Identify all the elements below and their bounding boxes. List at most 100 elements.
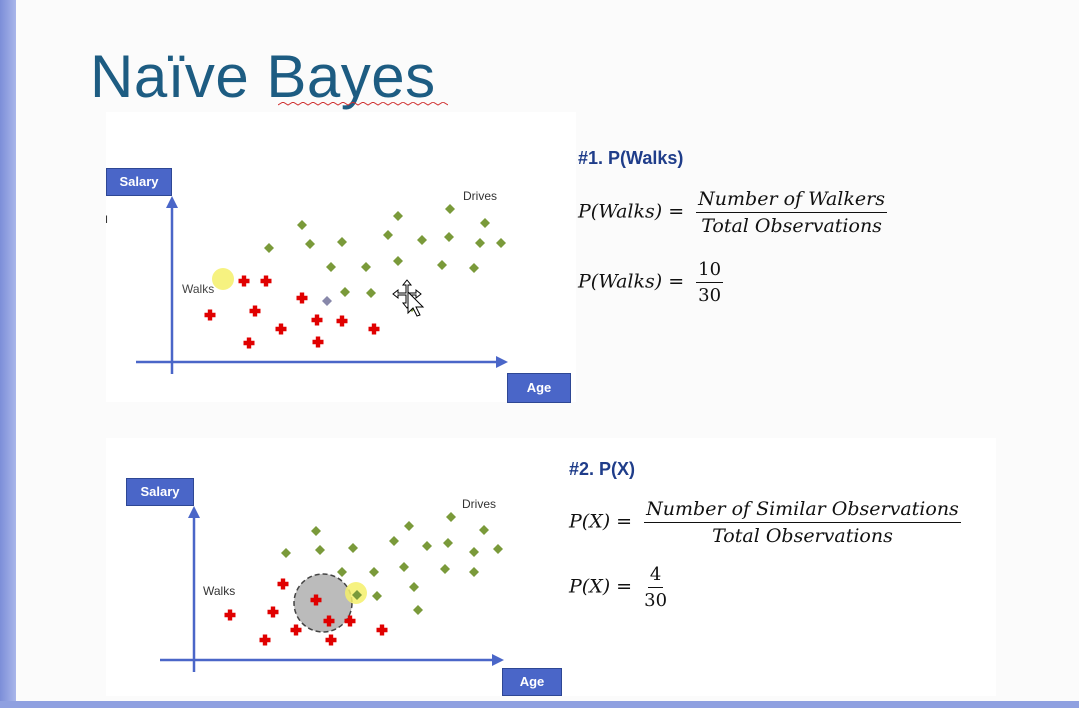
step2-numerator: Number of Similar Observations [644,498,961,523]
drives-point [366,288,376,298]
walks-point [296,292,308,304]
top-walks-label: Walks [182,282,215,296]
drives-point [446,512,456,522]
drives-point [369,567,379,577]
walks-point [224,609,236,621]
step2-heading: #2. P(X) [569,459,636,479]
drives-point [315,545,325,555]
slide-title: Naïve Bayes [90,43,436,110]
drives-point [399,562,409,572]
drives-point [264,243,274,253]
drives-point [404,521,414,531]
walks-point [323,615,335,627]
drives-point [348,543,358,553]
walks-point [310,594,322,606]
bottom-x-axis-arrow [492,654,504,666]
drives-point [496,238,506,248]
step1-value-denominator: 30 [698,285,722,306]
drives-point [422,541,432,551]
step1-lhs2: P(Walks) = [578,270,685,293]
drives-point [337,237,347,247]
walks-point [312,336,324,348]
bottom-chart-panel [106,438,996,696]
step1-heading: #1. P(Walks) [578,148,684,168]
step2-equation: P(X) = Number of Similar Observations To… [569,498,961,547]
drives-point [393,256,403,266]
walks-point [344,615,356,627]
drives-point [437,260,447,270]
step1-value-fraction: 10 30 [696,259,724,306]
drives-point [469,547,479,557]
spellcheck-underline [278,102,448,106]
drives-point [389,536,399,546]
step2-value-numerator: 4 [647,564,664,588]
top-chart-panel [106,112,576,402]
step2-fraction: Number of Similar Observations Total Obs… [644,498,961,547]
walks-point [336,315,348,327]
drives-point [352,590,362,600]
new-point [322,296,332,306]
step2-equation-value: P(X) = 4 30 [569,564,667,611]
walks-point [290,624,302,636]
bottom-drives-label: Drives [462,497,497,511]
drives-point [413,605,423,615]
drives-point [445,204,455,214]
walks-point [368,323,380,335]
walks-point [204,309,216,321]
bottom-x-axis-label: Age [502,668,562,696]
top-drives-label: Drives [463,189,498,203]
drives-point [443,538,453,548]
step1-value-numerator: 10 [696,259,724,283]
step1-equation-value: P(Walks) = 10 30 [578,259,724,306]
walks-point [376,624,388,636]
walks-point [275,323,287,335]
step1-lhs: P(Walks) = [578,200,685,223]
drives-point [409,582,419,592]
walks-point [249,305,261,317]
move-cursor-icon [392,279,425,317]
walks-point [238,275,250,287]
drives-point [479,525,489,535]
top-y-axis-arrow [166,196,178,208]
step2-denominator: Total Observations [712,525,893,547]
bottom-y-axis-arrow [188,506,200,518]
step1-equation: P(Walks) = Number of Walkers Total Obser… [578,188,887,237]
step1-fraction: Number of Walkers Total Observations [696,188,887,237]
bottom-walks-label: Walks [203,584,236,598]
step1-numerator: Number of Walkers [696,188,887,213]
walks-point [277,578,289,590]
slide-left-accent-bar [0,0,16,708]
step2-value-fraction: 4 30 [644,564,667,611]
top-y-axis-label: Salary [106,168,172,196]
similar-observations-circle [293,573,353,633]
drives-point [475,238,485,248]
top-x-axis-label: Age [507,373,571,403]
step2-lhs: P(X) = [569,510,633,533]
walks-point [267,606,279,618]
top-x-axis-arrow [496,356,508,368]
drives-point [393,211,403,221]
drives-point [326,262,336,272]
drives-point [383,230,393,240]
step2-value-denominator: 30 [644,590,668,611]
walks-point [259,634,271,646]
drives-point [305,239,315,249]
bottom-points [224,512,503,646]
top-points [204,204,506,349]
drives-point [493,544,503,554]
stray-mark: I [105,214,109,226]
drives-point [417,235,427,245]
drives-point [440,564,450,574]
drives-point [281,548,291,558]
step2-lhs2: P(X) = [569,575,633,598]
drives-point [361,262,371,272]
drives-point [311,526,321,536]
walks-point [311,314,323,326]
drives-point [480,218,490,228]
drives-point [444,232,454,242]
top-highlight [212,268,234,290]
drives-point [469,263,479,273]
walks-point [260,275,272,287]
bottom-y-axis-label: Salary [126,478,194,506]
drives-point [337,567,347,577]
